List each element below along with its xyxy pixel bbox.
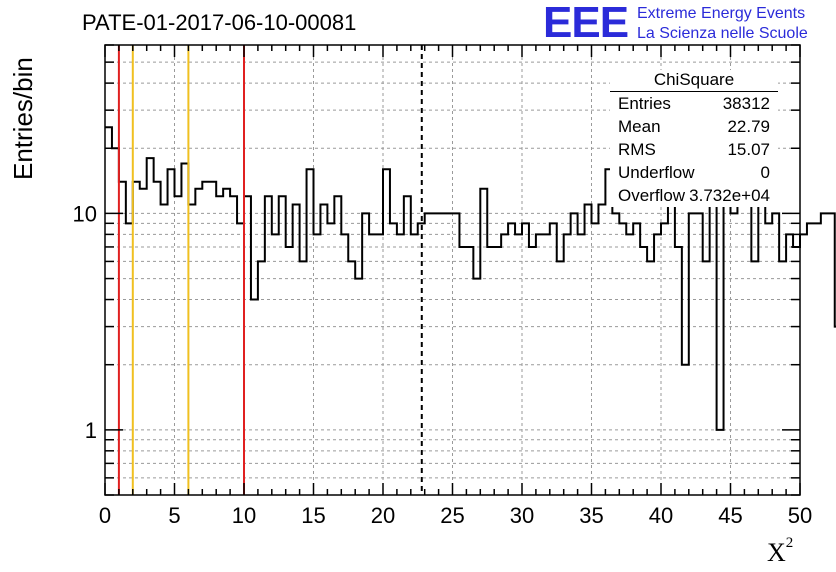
y-axis-label: Entries/bin <box>8 57 38 180</box>
chart-title: PATE-01-2017-06-10-00081 <box>82 10 357 35</box>
statistics-title: ChiSquare <box>610 70 778 92</box>
stat-value: 0 <box>760 163 770 182</box>
y-tick-label: 10 <box>73 201 97 226</box>
x-tick-label: 25 <box>440 503 464 528</box>
x-axis-label: X2 <box>767 535 794 568</box>
x-tick-label: 50 <box>788 503 812 528</box>
stat-row-rms: RMS 15.07 <box>610 138 778 161</box>
x-tick-label: 15 <box>301 503 325 528</box>
x-tick-label: 0 <box>99 503 111 528</box>
stat-key: Mean <box>618 117 661 136</box>
x-tick-label: 10 <box>232 503 256 528</box>
x-axis-label-base: X <box>767 538 786 567</box>
x-axis-label-superscript: 2 <box>785 535 794 552</box>
logo-caption-line2: La Scienza nelle Scuole <box>637 25 808 42</box>
stat-value: 15.07 <box>727 140 770 159</box>
stat-row-underflow: Underflow 0 <box>610 161 778 184</box>
stat-key: Entries <box>618 94 671 113</box>
stat-value: 22.79 <box>727 117 770 136</box>
x-tick-label: 20 <box>371 503 395 528</box>
logo-caption-line1: Extreme Energy Events <box>637 5 806 22</box>
stat-key: RMS <box>618 140 656 159</box>
statistics-box: ChiSquare Entries 38312 Mean 22.79 RMS 1… <box>610 70 778 207</box>
stat-key: Underflow <box>618 163 695 182</box>
stat-value: 38312 <box>722 94 770 113</box>
stat-value: 3.732e+04 <box>689 186 770 205</box>
stat-row-mean: Mean 22.79 <box>610 115 778 138</box>
x-tick-label: 45 <box>718 503 742 528</box>
y-tick-label: 1 <box>85 418 97 443</box>
stat-key: Overflow <box>618 186 686 205</box>
x-tick-label: 40 <box>649 503 673 528</box>
stat-row-overflow: Overflow 3.732e+04 <box>610 184 778 207</box>
stat-row-entries: Entries 38312 <box>610 92 778 115</box>
x-tick-label: 5 <box>168 503 180 528</box>
x-tick-label: 35 <box>579 503 603 528</box>
eee-logo: EEE <box>543 0 629 47</box>
logo-caption: Extreme Energy Events La Scienza nelle S… <box>637 4 808 44</box>
x-tick-label: 30 <box>510 503 534 528</box>
